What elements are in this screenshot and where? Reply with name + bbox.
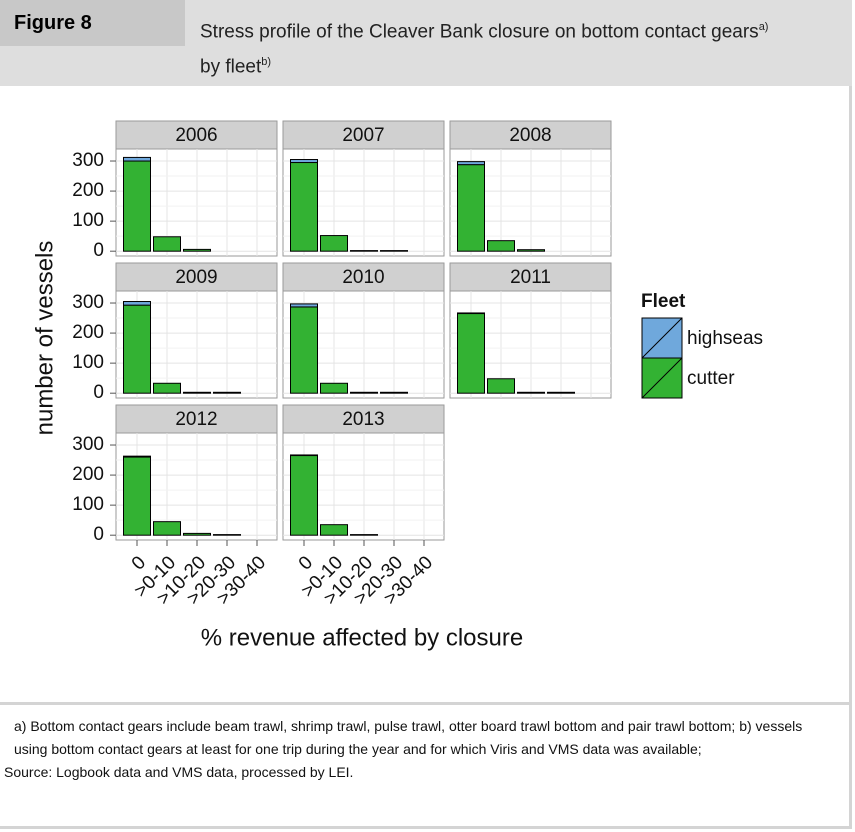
bar (123, 301, 151, 306)
bar (213, 534, 241, 536)
y-axis-title: number of vessels (31, 241, 58, 436)
legend-title: Fleet (641, 291, 686, 312)
bar (123, 455, 151, 458)
strip (449, 120, 612, 150)
bar (183, 532, 211, 536)
bar (320, 524, 348, 536)
y-tick-label: 200 (72, 322, 104, 343)
bar (350, 534, 378, 536)
legend-key-line (641, 317, 683, 359)
bar (290, 306, 318, 394)
y-tick-label: 300 (72, 150, 104, 171)
x-axis-title: % revenue affected by closure (201, 624, 523, 651)
bar (517, 249, 545, 252)
footnote: a) Bottom contact gears include beam tra… (14, 718, 803, 757)
strip (282, 404, 445, 434)
strip-label: 2009 (175, 267, 217, 288)
bar (153, 236, 181, 252)
y-tick-label: 300 (72, 434, 104, 455)
title-note: a) (758, 21, 769, 33)
y-tick-label: 0 (93, 240, 104, 261)
y-tick-label: 300 (72, 292, 104, 313)
bar (123, 456, 151, 536)
bar (457, 161, 485, 166)
chart: 2006 0 100 200 300 2007 2008 2009 0 100 200 300 2010… (31, 120, 763, 651)
bar (487, 240, 515, 252)
bar (290, 159, 318, 164)
y-tick-label: 100 (72, 352, 104, 373)
y-tick-label: 200 (72, 464, 104, 485)
bar (290, 303, 318, 308)
bar (457, 313, 485, 394)
strip-label: 2006 (175, 125, 217, 146)
strip-label: 2013 (342, 409, 384, 430)
strip-label: 2011 (510, 267, 551, 288)
bar (153, 521, 181, 536)
bar (123, 160, 151, 252)
title-text: by fleet (200, 56, 262, 78)
legend-label: cutter (687, 368, 735, 389)
bar (350, 250, 378, 252)
strip (449, 262, 612, 292)
strip (115, 262, 278, 292)
legend-label: highseas (687, 328, 763, 349)
bar (380, 250, 408, 252)
bar (380, 391, 408, 394)
y-tick-label: 0 (93, 382, 104, 403)
source-note: Source: Logbook data and VMS data, proce… (4, 764, 354, 780)
y-tick-label: 100 (72, 494, 104, 515)
legend-key-line (641, 357, 683, 399)
bar (123, 304, 151, 394)
y-tick-label: 0 (93, 524, 104, 545)
bar (290, 454, 318, 457)
strip (282, 120, 445, 150)
bar (457, 164, 485, 252)
bar (183, 248, 211, 252)
bar (487, 378, 515, 394)
bar (213, 391, 241, 394)
title-note: b) (261, 56, 272, 69)
bar (123, 156, 151, 162)
footnotes: a) Bottom contact gears include beam tra… (0, 702, 852, 784)
bar (547, 391, 575, 394)
y-tick-label: 200 (72, 180, 104, 201)
figure-label: Figure 8 (0, 0, 185, 46)
bar (290, 455, 318, 536)
y-tick-label: 100 (72, 210, 104, 231)
bar (153, 382, 181, 394)
bar (350, 391, 378, 394)
bar (320, 382, 348, 394)
bar (290, 162, 318, 252)
bar (320, 235, 348, 252)
strip-label: 2010 (342, 267, 384, 288)
bar (183, 391, 211, 394)
figure-title: Stress profile of the Cleaver Bank closu… (200, 12, 845, 83)
header: Figure 8 Stress profile of the Cleaver B… (0, 0, 852, 86)
strip-label: 2007 (342, 125, 384, 146)
strip-label: 2008 (509, 125, 551, 146)
strip (282, 262, 445, 292)
strip-label: 2012 (175, 409, 217, 430)
bar (457, 312, 485, 315)
title-text: Stress profile of the Cleaver Bank closu… (200, 21, 759, 43)
bar (517, 391, 545, 394)
